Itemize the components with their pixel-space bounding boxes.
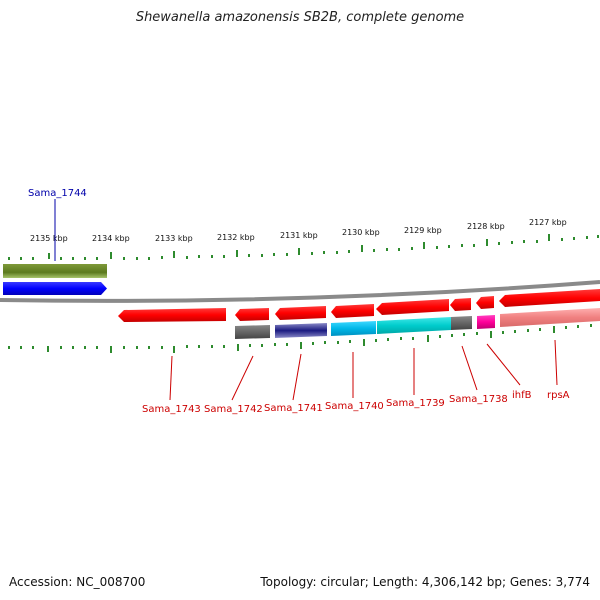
cog-category-track xyxy=(235,308,600,339)
gene-labels: Sama_1744 Sama_1743 Sama_1742 Sama_1741 … xyxy=(28,188,570,415)
reverse-strand-genes xyxy=(118,289,600,322)
gene-sama-1742[interactable] xyxy=(235,308,269,321)
cog-block-cyan xyxy=(331,321,376,336)
lower-tick-track xyxy=(8,324,592,353)
upper-tick-track xyxy=(8,234,599,260)
gene-rpsa[interactable] xyxy=(499,289,600,307)
cog-block-gray-2 xyxy=(451,316,472,330)
gene-ihfb[interactable] xyxy=(476,296,494,309)
gene-label-sama-1739[interactable]: Sama_1739 xyxy=(386,398,445,409)
cog-block-navy xyxy=(275,323,327,338)
leader-sama-1743 xyxy=(169,355,173,401)
accession-label: Accession: NC_008700 xyxy=(9,575,146,589)
leader-sama-1742 xyxy=(231,355,254,401)
map-title: Shewanella amazonensis SB2B, complete ge… xyxy=(135,10,465,25)
leader-sama-1738 xyxy=(461,345,478,391)
leader-sama-1741 xyxy=(292,353,302,401)
tick-label: 2130 kbp xyxy=(342,228,380,237)
kbp-tick-labels: 2135 kbp 2134 kbp 2133 kbp 2132 kbp 2131… xyxy=(30,218,567,243)
gc-skew-block xyxy=(3,264,107,278)
gene-label-sama-1738[interactable]: Sama_1738 xyxy=(449,394,508,405)
gene-sama-1739[interactable] xyxy=(376,299,449,315)
tick-label: 2135 kbp xyxy=(30,234,68,243)
gene-sama-1743[interactable] xyxy=(118,308,226,322)
tick-label: 2129 kbp xyxy=(404,226,442,235)
gene-label-sama-1741[interactable]: Sama_1741 xyxy=(264,403,323,414)
leader-rpsa xyxy=(554,339,558,386)
gene-sama-1738[interactable] xyxy=(450,298,471,311)
gene-label-sama-1744[interactable]: Sama_1744 xyxy=(28,188,87,199)
genome-summary: Topology: circular; Length: 4,306,142 bp… xyxy=(260,575,590,589)
gene-sama-1740[interactable] xyxy=(331,304,374,318)
gene-sama-1744[interactable] xyxy=(3,282,107,295)
gene-label-sama-1743[interactable]: Sama_1743 xyxy=(142,404,201,415)
genome-backbone xyxy=(0,280,600,303)
tick-label: 2131 kbp xyxy=(280,231,318,240)
cog-block-teal xyxy=(377,317,451,334)
gene-label-sama-1740[interactable]: Sama_1740 xyxy=(325,401,384,412)
tick-label: 2132 kbp xyxy=(217,233,255,242)
label-leaders xyxy=(54,199,558,401)
cog-block-gray xyxy=(235,325,270,339)
cog-block-magenta xyxy=(477,315,495,329)
tick-label: 2128 kbp xyxy=(467,222,505,231)
gene-label-rpsa[interactable]: rpsA xyxy=(547,390,570,401)
tick-label: 2133 kbp xyxy=(155,234,193,243)
tick-label: 2127 kbp xyxy=(529,218,567,227)
tick-label: 2134 kbp xyxy=(92,234,130,243)
gene-label-ihfb[interactable]: ihfB xyxy=(512,390,532,401)
leader-ihfb xyxy=(486,343,521,386)
cog-block-pink xyxy=(500,308,600,327)
gene-sama-1741[interactable] xyxy=(275,306,326,320)
gene-label-sama-1742[interactable]: Sama_1742 xyxy=(204,404,263,415)
